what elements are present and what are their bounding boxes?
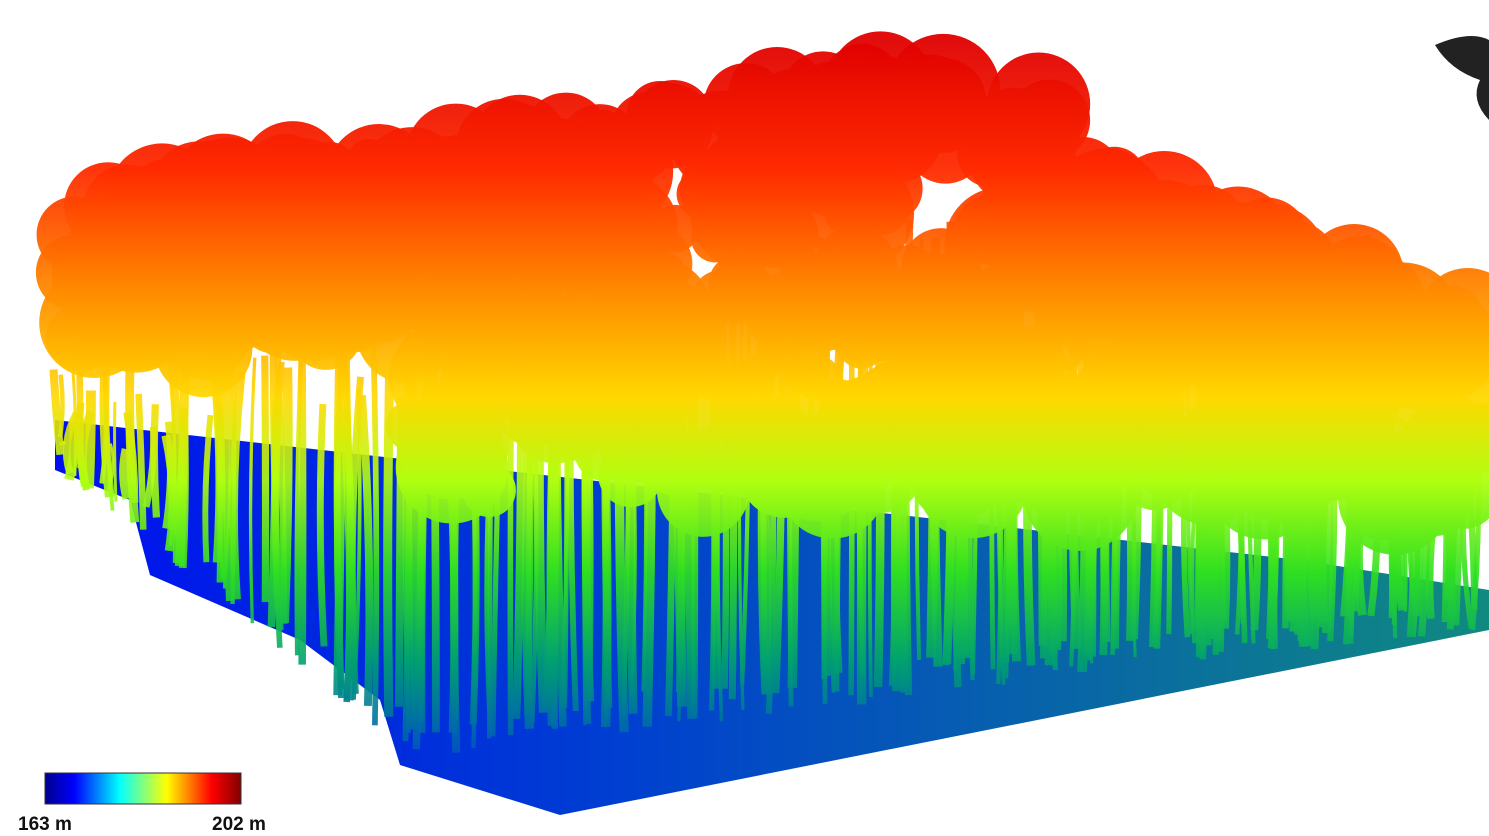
trunk <box>173 414 186 531</box>
tree-crown <box>435 224 509 298</box>
tree-crown <box>295 211 404 319</box>
tree-crown <box>521 331 589 399</box>
tree-crown <box>674 295 784 405</box>
tree-crown <box>800 61 860 121</box>
trunk <box>316 403 328 647</box>
trunk <box>279 367 293 624</box>
tree-crown <box>1235 259 1308 333</box>
trunk <box>1321 485 1333 634</box>
colorbar <box>44 772 242 805</box>
tree-crown <box>519 161 635 277</box>
tree-crown <box>610 92 686 167</box>
tree-crown <box>1009 79 1091 161</box>
tree-crown <box>770 217 809 256</box>
trunk <box>229 371 246 600</box>
trunk <box>113 401 118 502</box>
tree-crown <box>101 247 165 312</box>
tree-crown <box>782 350 827 396</box>
tree-crown <box>957 121 1023 187</box>
trunk <box>150 404 161 518</box>
tree-crown <box>771 414 867 510</box>
tree-crown <box>1135 450 1180 495</box>
drone-silhouette <box>1435 36 1489 120</box>
tree-crown <box>954 195 1023 265</box>
tree-crown <box>855 274 901 321</box>
tree-crown <box>1050 240 1094 284</box>
tree-crown <box>122 170 187 234</box>
trunk <box>161 434 178 552</box>
tree-crown <box>888 391 993 495</box>
trunk <box>269 326 284 631</box>
tree-crown <box>1110 151 1218 259</box>
tree-crown <box>1338 320 1430 413</box>
tree-crown <box>583 358 660 436</box>
trunk <box>49 369 65 456</box>
tree-crown <box>212 229 253 270</box>
trunk <box>348 376 364 695</box>
trunk <box>333 348 346 690</box>
tree-crown <box>1257 400 1318 461</box>
tree-crown <box>240 121 345 225</box>
tree-crown <box>769 250 871 352</box>
trunk <box>357 394 374 706</box>
trunk <box>64 421 80 481</box>
tree-crown <box>1034 265 1117 348</box>
trunk <box>84 390 96 489</box>
trunk <box>119 448 133 500</box>
tree-crown <box>805 113 889 197</box>
tree-crown <box>980 352 1019 391</box>
tree-crown <box>1404 395 1489 487</box>
trunk <box>261 355 270 602</box>
tree-crown <box>959 285 1025 351</box>
canopy <box>35 31 1489 555</box>
trunk <box>213 367 226 583</box>
trunk <box>248 357 257 624</box>
trunk <box>77 410 96 487</box>
tree-crown <box>240 294 293 346</box>
tree-crown <box>440 333 531 424</box>
tree-crown <box>717 106 792 182</box>
colorbar-max-label: 202 m <box>212 814 266 835</box>
tree-crown <box>395 410 509 524</box>
tree-crown <box>51 271 91 311</box>
colorbar-min-label: 163 m <box>18 814 72 835</box>
trunk <box>202 414 214 563</box>
trunk <box>294 326 305 656</box>
tree-crown <box>1111 379 1160 427</box>
tree-crown <box>656 444 750 537</box>
trunk <box>135 393 147 530</box>
